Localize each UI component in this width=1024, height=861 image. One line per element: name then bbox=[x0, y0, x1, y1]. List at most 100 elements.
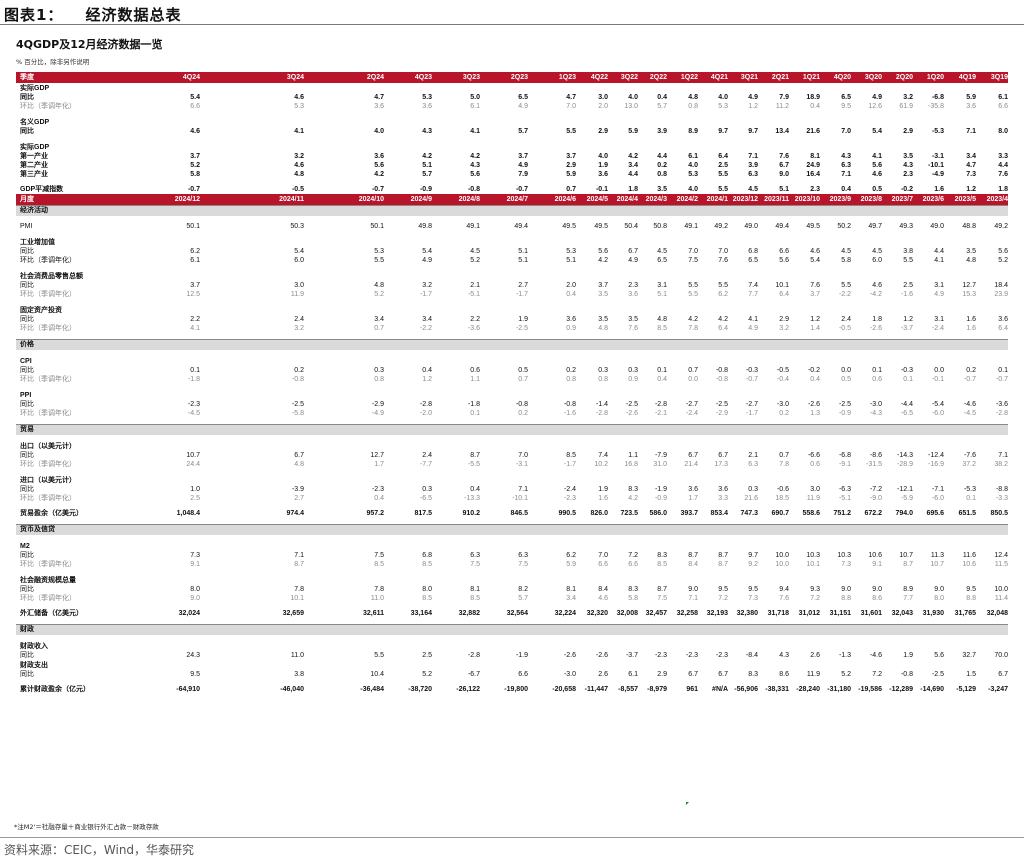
table-cell: 0.3 bbox=[598, 367, 608, 374]
table-cell: 10.3 bbox=[806, 552, 820, 559]
table-cell bbox=[140, 271, 200, 281]
table-cell: 8.3 bbox=[628, 586, 638, 593]
table-cell bbox=[304, 575, 384, 585]
row-label: 社会融资规模总量 bbox=[20, 576, 76, 584]
table-cell: 0.1 bbox=[966, 495, 976, 502]
table-cell: 4.1 bbox=[934, 257, 944, 264]
table-cell bbox=[608, 441, 638, 451]
table-cell bbox=[758, 390, 789, 400]
table-cell: 3.1 bbox=[657, 282, 667, 289]
table-row: 同比 9.5 3.8 10.4 5.2 -6.7 6.6 -3.0 2.6 6.1 2.9 6.7 6.… bbox=[16, 670, 1008, 679]
table-cell: 1.0 bbox=[190, 486, 200, 493]
table-cell: -2.6 bbox=[563, 652, 576, 659]
table-cell bbox=[480, 142, 528, 152]
row-label: 环比（季调年化） bbox=[20, 325, 76, 332]
table-cell: -1.6 bbox=[900, 291, 913, 298]
table-cell bbox=[667, 475, 698, 485]
table-cell: 2.0 bbox=[566, 282, 576, 289]
table-row: 累计财政盈余（亿元） -64,910 -46,040 -36,484 -38,720 -2… bbox=[16, 685, 1008, 694]
table-cell bbox=[728, 390, 758, 400]
table-row: 环比（季调年化） 4.1 3.2 0.7 -2.2 -3.6 -2.5 0.9 4.8 7.6 8.… bbox=[16, 324, 1008, 333]
table-cell: 49.0 bbox=[744, 223, 758, 230]
column-header: 3Q22 bbox=[608, 72, 638, 83]
table-cell: -0.8 bbox=[515, 401, 528, 408]
table-cell bbox=[480, 83, 528, 93]
table-cell: 794.0 bbox=[895, 510, 913, 517]
table-cell: 1.7 bbox=[374, 461, 384, 468]
table-cell: -12,289 bbox=[889, 686, 913, 693]
table-cell: 11.0 bbox=[290, 652, 304, 659]
table-cell bbox=[200, 305, 304, 315]
table-cell bbox=[728, 441, 758, 451]
table-cell: 1.1 bbox=[628, 452, 638, 459]
table-cell: 8.8 bbox=[966, 595, 976, 602]
row-label: 同比 bbox=[20, 316, 34, 323]
table-cell: 7.2 bbox=[872, 671, 882, 678]
quarterly-header-row: 季度 4Q24 3Q24 2Q24 4Q23 3Q23 2Q23 1Q23 4Q22 3Q22 2Q… bbox=[16, 72, 1008, 83]
table-cell: -2.4 bbox=[685, 410, 698, 417]
table-cell bbox=[882, 83, 913, 93]
table-cell: 50.1 bbox=[370, 223, 384, 230]
table-cell: 4.8 bbox=[966, 257, 976, 264]
table-cell: 31,765 bbox=[954, 610, 976, 617]
table-cell: 31,012 bbox=[798, 610, 820, 617]
table-cell: 31,151 bbox=[829, 610, 851, 617]
table-row: 外汇储备（亿美元） 32,024 32,659 32,611 33,164 32,882 3… bbox=[16, 609, 1008, 618]
table-cell: -3.7 bbox=[625, 652, 638, 659]
table-cell: -1.7 bbox=[563, 461, 576, 468]
table-cell bbox=[976, 356, 1008, 366]
row-label: 第三产业 bbox=[20, 171, 48, 178]
table-cell: -56,906 bbox=[734, 686, 758, 693]
table-cell bbox=[638, 117, 667, 127]
table-cell: -31.5 bbox=[866, 461, 882, 468]
table-cell bbox=[882, 271, 913, 281]
table-cell bbox=[667, 142, 698, 152]
table-cell bbox=[820, 660, 851, 670]
table-cell bbox=[944, 575, 976, 585]
column-header: 4Q24 bbox=[140, 72, 200, 83]
table-cell: -0.1 bbox=[595, 186, 608, 193]
table-cell: -2.6 bbox=[595, 652, 608, 659]
column-header: 2Q22 bbox=[638, 72, 667, 83]
row-label: 环比（季调年化） bbox=[20, 376, 76, 383]
table-cell bbox=[200, 541, 304, 551]
table-cell: -8,979 bbox=[647, 686, 667, 693]
table-cell bbox=[667, 441, 698, 451]
table-cell: 6.7 bbox=[294, 452, 304, 459]
table-cell: 0.4 bbox=[422, 367, 432, 374]
table-cell bbox=[304, 660, 384, 670]
table-cell: 2.3 bbox=[628, 282, 638, 289]
table-cell bbox=[384, 117, 432, 127]
table-cell bbox=[667, 271, 698, 281]
column-header: 2024/10 bbox=[304, 194, 384, 206]
row-label: 第一产业 bbox=[20, 153, 48, 160]
table-cell bbox=[882, 660, 913, 670]
table-cell bbox=[913, 541, 944, 551]
table-cell: 3.4 bbox=[566, 595, 576, 602]
row-label: 工业增加值 bbox=[20, 238, 55, 246]
table-cell bbox=[820, 117, 851, 127]
table-cell: 0.5 bbox=[872, 186, 882, 193]
table-cell: 11.3 bbox=[930, 552, 944, 559]
table-cell bbox=[528, 575, 576, 585]
table-cell: 4.7 bbox=[374, 94, 384, 101]
table-cell: 31.0 bbox=[653, 461, 667, 468]
table-cell: 4.3 bbox=[422, 128, 432, 135]
table-cell: 4.9 bbox=[748, 325, 758, 332]
table-cell: 751.2 bbox=[833, 510, 851, 517]
table-cell bbox=[882, 356, 913, 366]
table-cell bbox=[140, 83, 200, 93]
table-cell: 5.2 bbox=[374, 291, 384, 298]
table-cell: -11,447 bbox=[584, 686, 608, 693]
table-cell: 10.1 bbox=[806, 561, 820, 568]
column-header: 2024/8 bbox=[432, 194, 480, 206]
table-row: 同比 1.0 -3.9 -2.3 0.3 0.4 7.1 -2.4 1.9 8.3 -1.9 3.6 3… bbox=[16, 485, 1008, 494]
table-cell: 9.2 bbox=[748, 561, 758, 568]
table-cell: 5.3 bbox=[688, 171, 698, 178]
table-cell bbox=[789, 271, 820, 281]
table-cell: 4.6 bbox=[872, 171, 882, 178]
table-cell: 0.7 bbox=[688, 367, 698, 374]
row-label: 外汇储备（亿美元） bbox=[20, 610, 83, 617]
table-cell: 1.2 bbox=[422, 376, 432, 383]
table-cell: 37.2 bbox=[962, 461, 976, 468]
